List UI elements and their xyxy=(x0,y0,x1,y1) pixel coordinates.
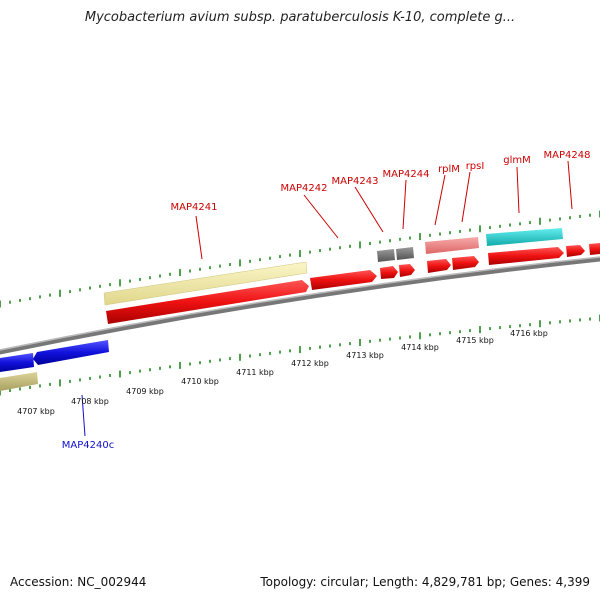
accession-label: Accession: NC_002944 xyxy=(10,575,147,589)
gene-label-rpsi: rpsI xyxy=(466,161,485,172)
tick-label-4715: 4715 kbp xyxy=(456,336,494,345)
feature-khaki-bar xyxy=(103,261,308,306)
gene-leader-lines xyxy=(195,160,573,260)
genome-backbone xyxy=(0,256,600,355)
tick-label-4716: 4716 kbp xyxy=(510,329,548,338)
tick-label-4709: 4709 kbp xyxy=(126,387,164,396)
feature-rplm xyxy=(427,259,451,273)
leader-map4240c xyxy=(81,394,86,437)
gene-label-map4244: MAP4244 xyxy=(383,169,430,180)
tick-label-4711: 4711 kbp xyxy=(236,368,274,377)
tick-label-4712: 4712 kbp xyxy=(291,359,329,368)
feature-grey-2 xyxy=(396,247,414,260)
feature-map4242 xyxy=(310,270,377,290)
feature-olive-left xyxy=(0,372,38,391)
reverse-features xyxy=(0,340,109,391)
gene-label-glmm: glmM xyxy=(503,155,531,166)
feature-blue-left xyxy=(0,353,34,372)
feature-pink-bar xyxy=(425,237,479,254)
gene-label-map4240c: MAP4240c xyxy=(62,440,114,451)
feature-map4243 xyxy=(380,266,398,279)
feature-right-edge xyxy=(589,243,600,255)
tick-label-4708: 4708 kbp xyxy=(71,397,109,406)
gene-label-map4241: MAP4241 xyxy=(171,202,218,213)
tick-label-4714: 4714 kbp xyxy=(401,343,439,352)
kbp-tick-labels: 4707 kbp 4708 kbp 4709 kbp 4710 kbp 4711… xyxy=(17,329,548,416)
gene-label-map4243: MAP4243 xyxy=(332,176,379,187)
feature-grey-1 xyxy=(377,249,395,262)
gene-label-map4242: MAP4242 xyxy=(281,183,328,194)
tick-label-4710: 4710 kbp xyxy=(181,377,219,386)
feature-map4241-red xyxy=(106,280,309,324)
tick-row-inner xyxy=(0,314,600,396)
tick-label-4713: 4713 kbp xyxy=(346,351,384,360)
tick-label-4707: 4707 kbp xyxy=(17,407,55,416)
tick-row-outer xyxy=(0,210,600,308)
feature-map4240c xyxy=(33,340,109,365)
genome-summary: Topology: circular; Length: 4,829,781 bp… xyxy=(260,575,590,589)
feature-map4244 xyxy=(399,264,415,277)
forward-features xyxy=(106,243,600,324)
feature-glmm xyxy=(488,247,564,265)
gene-label-rplm: rplM xyxy=(438,164,460,175)
gene-labels: MAP4241 MAP4242 MAP4243 MAP4244 rplM rps… xyxy=(62,150,591,451)
gene-label-map4248: MAP4248 xyxy=(544,150,591,161)
feature-rpsi xyxy=(452,256,479,270)
feature-map4248 xyxy=(566,245,585,257)
forward-secondary-features xyxy=(103,228,563,306)
feature-teal-bar xyxy=(486,228,563,246)
map-title: Mycobacterium avium subsp. paratuberculo… xyxy=(84,10,516,25)
